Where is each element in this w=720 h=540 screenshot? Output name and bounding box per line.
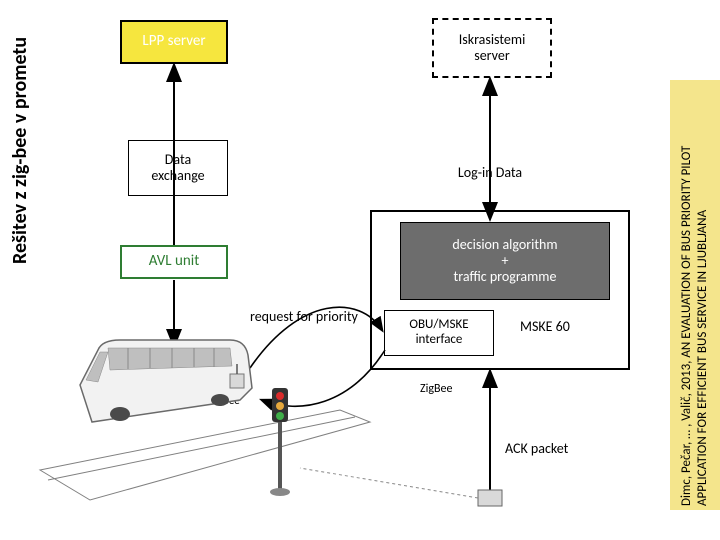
bus-icon bbox=[80, 340, 252, 422]
node-mskebox bbox=[370, 210, 630, 370]
label-ack: ACK packet bbox=[505, 440, 568, 457]
node-login: Log-in Data bbox=[440, 162, 540, 184]
controller-box-icon bbox=[300, 448, 502, 506]
node-lpp: LPP server bbox=[120, 20, 228, 64]
node-iskra: Iskrasistemi server bbox=[432, 18, 552, 78]
curve-1 bbox=[262, 350, 385, 406]
traffic-light-icon bbox=[270, 388, 290, 496]
page-title-vertical: Rešitev z zig-bee v prometu bbox=[0, 0, 40, 300]
citation-strip: Dimc, Pečar, … , Valič, 2013, AN EVALUAT… bbox=[670, 80, 720, 510]
label-zigbee1: ZigBee bbox=[420, 382, 453, 396]
road bbox=[40, 410, 370, 500]
node-dataex: Data exchange bbox=[128, 140, 228, 196]
label-mske60: MSKE 60 bbox=[520, 318, 570, 335]
label-reqprio: request for priority bbox=[250, 308, 358, 325]
label-zigbee2: ZigBee bbox=[210, 394, 240, 407]
node-avl: AVL unit bbox=[120, 245, 228, 279]
